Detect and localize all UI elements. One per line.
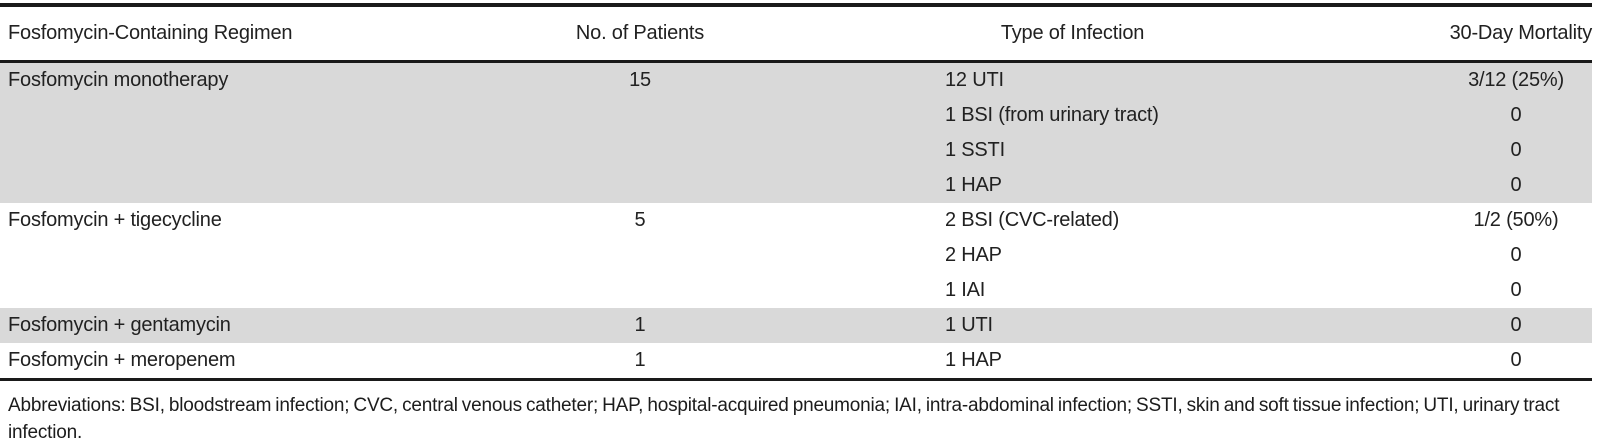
mortality-line: 0 <box>1510 139 1522 161</box>
table-header-rule <box>0 60 1592 63</box>
table-row-group: Fosfomycin + gentamycin 1 1 UTI 0 <box>0 308 1592 343</box>
mortality-line: 1/2 (50%) <box>1473 209 1559 231</box>
mortality-cell: 1/2 (50%) 0 0 <box>1285 203 1592 308</box>
mortality-line: 0 <box>1510 104 1522 126</box>
regimen-cell: Fosfomycin + gentamycin <box>8 314 231 336</box>
table-row-group: Fosfomycin monotherapy 15 12 UTI 1 BSI (fro… <box>0 63 1592 203</box>
patients-count-cell: 1 <box>634 349 646 371</box>
mortality-line: 0 <box>1510 174 1522 196</box>
mortality-line: 3/12 (25%) <box>1468 69 1564 91</box>
infection-line: 12 UTI <box>945 69 1004 91</box>
table-top-rule <box>0 3 1592 7</box>
abbreviations-footnote: Abbreviations: BSI, bloodstream infectio… <box>8 395 1560 443</box>
infection-type-cell: 12 UTI 1 BSI (from urinary tract) 1 SSTI 1 … <box>860 63 1285 203</box>
infection-line: 2 HAP <box>945 244 1002 266</box>
patients-count-cell: 15 <box>629 69 651 91</box>
mortality-line: 0 <box>1510 279 1522 301</box>
mortality-line: 0 <box>1510 244 1522 266</box>
mortality-line: 0 <box>1510 314 1522 336</box>
infection-line: 1 HAP <box>945 349 1002 371</box>
infection-line: 1 IAI <box>945 279 986 301</box>
infection-type-cell: 1 UTI <box>860 308 1285 343</box>
infection-type-cell: 2 BSI (CVC-related) 2 HAP 1 IAI <box>860 203 1285 308</box>
table-header-row: Fosfomycin-Containing Regimen No. of Pat… <box>0 7 1592 60</box>
infection-line: 1 UTI <box>945 314 993 336</box>
infection-line: 2 BSI (CVC-related) <box>945 209 1120 231</box>
patients-count-cell: 1 <box>634 314 646 336</box>
regimen-cell: Fosfomycin monotherapy <box>8 69 229 91</box>
table-body: Fosfomycin monotherapy 15 12 UTI 1 BSI (fro… <box>0 63 1592 378</box>
infection-line: 1 HAP <box>945 174 1002 196</box>
regimen-cell: Fosfomycin + meropenem <box>8 349 236 371</box>
mortality-cell: 0 <box>1285 343 1592 378</box>
mortality-cell: 0 <box>1285 308 1592 343</box>
table-row-group: Fosfomycin + tigecycline 5 2 BSI (CVC-rela… <box>0 203 1592 308</box>
infection-line: 1 BSI (from urinary tract) <box>945 104 1159 126</box>
table-row-group: Fosfomycin + meropenem 1 1 HAP 0 <box>0 343 1592 378</box>
column-header-infection-type: Type of Infection <box>1000 22 1145 44</box>
mortality-cell: 3/12 (25%) 0 0 0 <box>1285 63 1592 203</box>
patients-count-cell: 5 <box>634 209 646 231</box>
column-header-patients: No. of Patients <box>575 22 705 44</box>
column-header-mortality: 30-Day Mortality <box>1449 22 1593 44</box>
table-bottom-rule <box>0 378 1592 381</box>
column-header-regimen: Fosfomycin-Containing Regimen <box>8 22 293 44</box>
mortality-line: 0 <box>1510 349 1522 371</box>
infection-type-cell: 1 HAP <box>860 343 1285 378</box>
regimen-cell: Fosfomycin + tigecycline <box>8 209 222 231</box>
regimen-outcomes-table: Fosfomycin-Containing Regimen No. of Pat… <box>0 3 1592 446</box>
infection-line: 1 SSTI <box>945 139 1005 161</box>
